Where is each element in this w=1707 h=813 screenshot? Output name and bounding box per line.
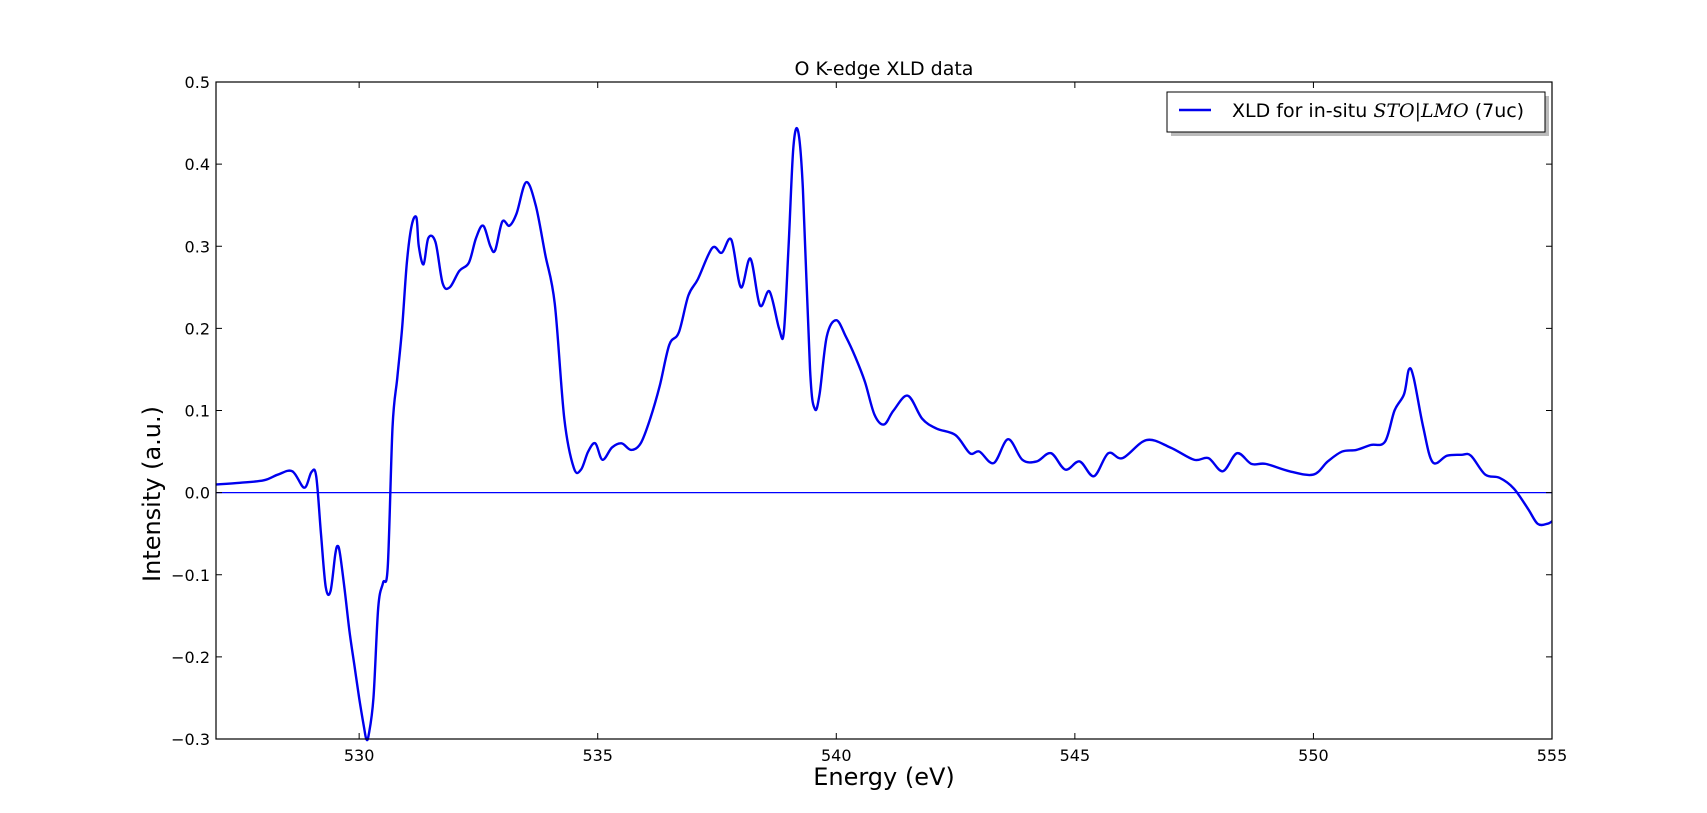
y-tick-label: −0.1 [171, 566, 210, 585]
x-axis-title: Energy (eV) [813, 763, 955, 791]
y-tick-label: −0.3 [171, 730, 210, 749]
x-tick-label: 545 [1060, 746, 1091, 765]
legend-label-math: STO|LMO [1373, 100, 1469, 122]
x-tick-label: 540 [821, 746, 852, 765]
plot-area: 530 535 540 545 550 555 −0.3 −0.2 −0.1 0.0 0.1 0.2 0… [171, 73, 1567, 765]
y-tick-label: 0.4 [185, 155, 210, 174]
series-line-0 [215, 127, 1553, 742]
axes-frame [215, 81, 1553, 740]
legend-label-suffix: (7uc) [1469, 100, 1524, 122]
y-tick-label: 0.2 [185, 319, 210, 338]
chart-title: O K-edge XLD data [795, 58, 974, 80]
x-tick-label: 550 [1298, 746, 1329, 765]
legend-label-prefix: XLD for in-situ [1232, 100, 1373, 122]
legend-box [1166, 91, 1546, 133]
y-tick-label: −0.2 [171, 648, 210, 667]
legend-label: XLD for in-situ STO|LMO (7uc) [1232, 100, 1524, 122]
x-tick-label: 535 [582, 746, 613, 765]
y-tick-label: 0.0 [185, 484, 210, 503]
y-axis-title: Intensity (a.u.) [138, 406, 166, 582]
legend: XLD for in-situ STO|LMO (7uc) [1166, 91, 1549, 136]
x-tick-label: 530 [344, 746, 375, 765]
x-tick-label: 555 [1537, 746, 1568, 765]
y-tick-label: 0.1 [185, 402, 210, 421]
y-tick-label: 0.3 [185, 237, 210, 256]
y-tick-label: 0.5 [185, 73, 210, 92]
